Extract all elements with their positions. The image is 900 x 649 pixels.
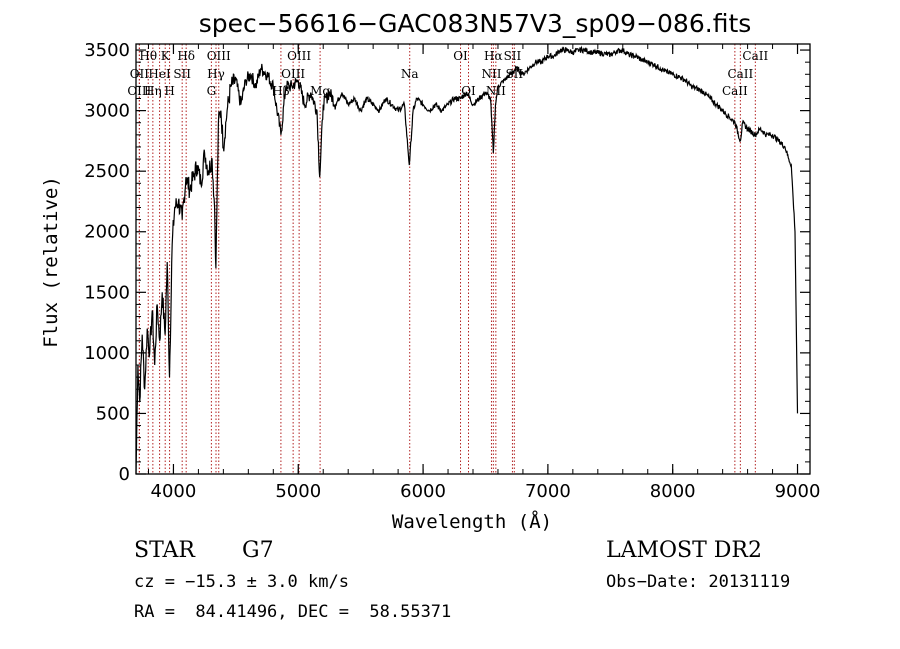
y-axis-label: Flux (relative) <box>40 176 62 348</box>
x-axis-ticks: 4000 5000 6000 7000 8000 9000 <box>147 44 821 502</box>
x-axis-label: Wavelength (Å) <box>392 510 552 533</box>
spectral-line-label: K <box>161 49 171 63</box>
spectral-line-label: Mg <box>310 84 330 98</box>
y-tick-label: 2500 <box>84 161 130 182</box>
spectral-line-label: OI <box>453 49 468 63</box>
spectral-line-label: HeI <box>148 67 171 81</box>
spectral-line-label: Hη <box>144 84 162 98</box>
spectral-line-label: CaII <box>727 67 753 81</box>
spectral-line-label: G <box>207 84 217 98</box>
observation-date: Obs−Date: 20131119 <box>606 572 791 592</box>
y-tick-label: 1500 <box>84 282 130 303</box>
x-tick-label: 4000 <box>151 481 197 502</box>
x-tick-label: 6000 <box>400 481 446 502</box>
x-tick-label: 9000 <box>775 481 821 502</box>
spectral-line-label: H <box>164 84 174 98</box>
spectral-line-label: Hα <box>484 49 503 63</box>
spectral-line-label: OIII <box>207 49 231 63</box>
redshift-readout: cz = −15.3 ± 3.0 km/s <box>134 572 349 592</box>
spectral-line-label: OIII <box>287 49 311 63</box>
survey-name: LAMOST DR2 <box>606 538 762 563</box>
y-axis-ticks: 0 500 1000 1500 2000 2500 3000 3500 <box>84 40 810 485</box>
spectral-line-label: OIII <box>281 67 305 81</box>
chart-title: spec−56616−GAC083N57V3_sp09−086.fits <box>199 9 752 38</box>
spectral-line-label: SII <box>504 49 522 63</box>
x-tick-label: 8000 <box>650 481 696 502</box>
object-subclass: G7 <box>242 538 274 563</box>
object-class: STAR <box>134 538 195 563</box>
spectral-line-label: OIII <box>127 84 151 98</box>
y-tick-label: 3500 <box>84 40 130 61</box>
y-tick-label: 2000 <box>84 222 130 243</box>
spectral-line-label: Hγ <box>207 67 225 81</box>
spectrum-series-line <box>135 45 799 475</box>
spectral-line-label: SII <box>173 67 191 81</box>
coordinates-readout: RA = 84.41496, DEC = 58.55371 <box>134 602 452 622</box>
y-tick-label: 3000 <box>84 101 130 122</box>
plot-frame <box>135 43 811 475</box>
y-tick-label: 1000 <box>84 343 130 364</box>
spectral-line-markers <box>138 44 756 474</box>
spectral-line-label: NII <box>486 84 506 98</box>
x-tick-label: 5000 <box>275 481 321 502</box>
spectral-line-label: Hδ <box>177 49 195 63</box>
spectral-line-label: CaII <box>722 84 748 98</box>
spectral-line-label: CaII <box>742 49 768 63</box>
x-tick-label: 7000 <box>525 481 571 502</box>
spectral-line-label: NII <box>481 67 501 81</box>
y-tick-label: 500 <box>96 403 130 424</box>
spectral-line-label: Na <box>401 67 419 81</box>
spectral-line-label: Hθ <box>139 49 157 63</box>
y-tick-label: 0 <box>119 464 130 485</box>
